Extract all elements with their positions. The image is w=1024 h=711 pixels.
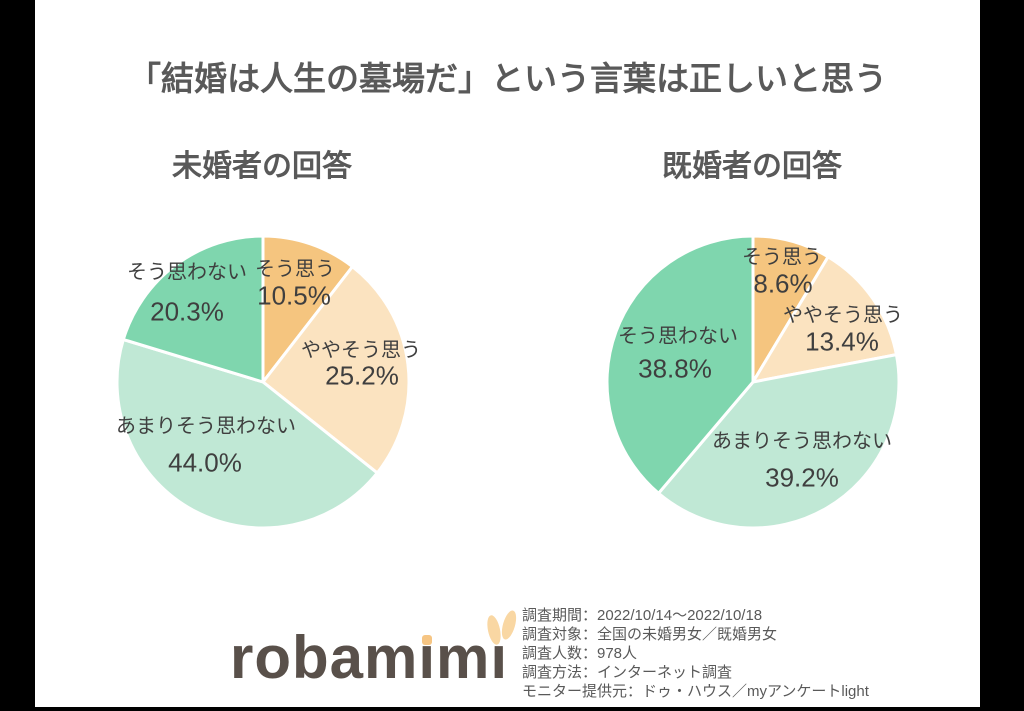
chart-title-married: 既婚者の回答	[662, 150, 842, 183]
slice-label-somewhat-agree: ややそう思う	[301, 339, 421, 362]
survey-sample-size: 調査人数：978人	[522, 645, 638, 662]
pie-chart-unmarried	[115, 234, 411, 530]
logo-i-orange-dot: ı	[418, 624, 437, 691]
slice-pct-disagree: 20.3%	[150, 296, 224, 327]
robamimi-logo: robamı mı	[230, 608, 520, 694]
main-title: 「結婚は人生の墓場だ」という言葉は正しいと思う	[128, 60, 887, 97]
slice-label-disagree: そう思わない	[127, 261, 247, 284]
pie-slice	[261, 234, 354, 384]
slice-label-agree: そう思う	[255, 258, 335, 281]
slice-label-disagree: そう思わない	[618, 325, 738, 348]
slice-label-agree: そう思う	[742, 246, 822, 269]
pie-chart-married	[605, 234, 901, 530]
survey-target: 調査対象：全国の未婚男女／既婚男女	[522, 626, 778, 643]
survey-period: 調査期間：2022/10/14～2022/10/18	[522, 607, 763, 624]
infographic-canvas: 「結婚は人生の墓場だ」という言葉は正しいと思う 未婚者の回答 既婚者の回答 そう…	[35, 0, 980, 707]
survey-method: 調査方法：インターネット調査	[522, 664, 733, 681]
slice-pct-somewhat-disagree: 44.0%	[168, 447, 242, 478]
slice-pct-somewhat-agree: 13.4%	[805, 326, 879, 357]
slice-label-somewhat-disagree: あまりそう思わない	[712, 430, 892, 453]
logo-text-part2: m	[436, 624, 491, 691]
survey-info-block: 調査期間：2022/10/14～2022/10/18 調査対象：全国の未婚男女／…	[522, 606, 869, 701]
pie-slice	[605, 234, 755, 495]
logo-text-part1: robam	[230, 624, 419, 691]
logo-i-donkey-ears: ı	[485, 608, 520, 692]
slice-pct-agree: 8.6%	[753, 268, 813, 299]
chart-title-unmarried: 未婚者の回答	[172, 150, 352, 183]
survey-monitor-provider: モニター提供元：ドゥ・ハウス／myアンケートlight	[522, 683, 869, 700]
slice-label-somewhat-disagree: あまりそう思わない	[116, 415, 296, 438]
slice-pct-disagree: 38.8%	[638, 353, 712, 384]
slice-label-somewhat-agree: ややそう思う	[783, 304, 903, 327]
logo-orange-dot	[422, 635, 433, 645]
pie-slice	[115, 338, 379, 530]
pie-slice	[261, 265, 411, 475]
donkey-ear-right-icon	[499, 608, 520, 642]
pie-slice	[121, 234, 265, 384]
pie-slice	[751, 255, 898, 384]
slice-pct-agree: 10.5%	[257, 280, 331, 311]
pie-slice	[657, 353, 901, 530]
slice-pct-somewhat-agree: 25.2%	[325, 360, 399, 391]
slice-pct-somewhat-disagree: 39.2%	[765, 462, 839, 493]
